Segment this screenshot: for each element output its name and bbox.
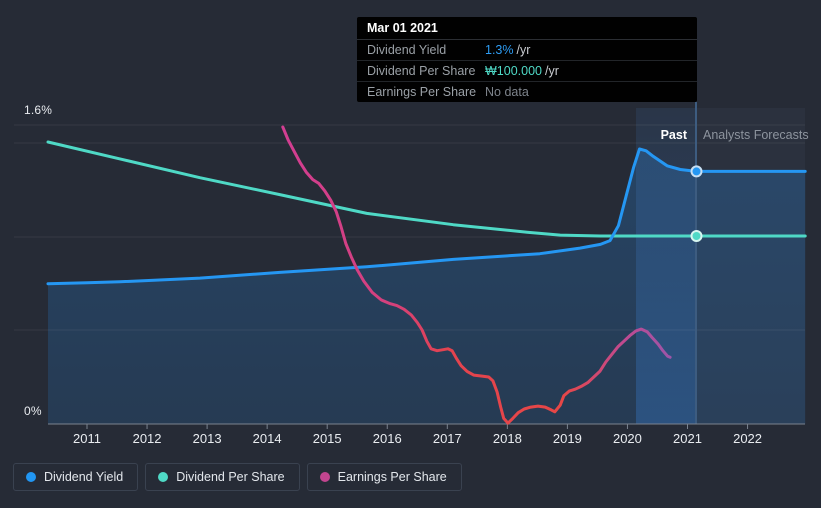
chart-tooltip: Mar 01 2021 Dividend Yield 1.3%/yr Dividen… — [357, 17, 697, 102]
tooltip-date: Mar 01 2021 — [357, 17, 697, 40]
x-axis-label-2011: 2011 — [73, 431, 101, 446]
dividend-per-share-line — [46, 140, 807, 238]
tooltip-row-value: No data — [485, 85, 529, 99]
earnings-per-share-line — [281, 125, 672, 425]
dividend-yield-line — [46, 147, 807, 286]
tooltip-row-unit: /yr — [516, 43, 531, 57]
legend-dot-icon — [319, 472, 330, 482]
legend-item-label: Earnings Per Share — [337, 470, 447, 484]
past-region-label: Past — [660, 128, 687, 142]
tooltip-row-label: Earnings Per Share — [367, 85, 477, 99]
legend-dot-icon — [158, 472, 169, 482]
tooltip-row-earnings-per-share: Earnings Per Share No data — [357, 82, 697, 102]
x-axis-label-2022: 2022 — [733, 431, 763, 446]
dividend-yield-area-fill — [48, 149, 806, 424]
chart-legend: Dividend Yield Dividend Per Share Earnings… — [13, 463, 462, 491]
legend-dot-icon — [26, 472, 36, 482]
tooltip-row-unit: /yr — [544, 64, 559, 78]
legend-item-earnings-per-share[interactable]: Earnings Per Share — [306, 463, 462, 491]
x-axis-label-2021: 2021 — [673, 431, 702, 446]
x-axis-label-2019: 2019 — [552, 431, 582, 446]
x-axis-label-2015: 2015 — [312, 431, 342, 446]
tooltip-row-dividend-yield: Dividend Yield 1.3%/yr — [357, 40, 697, 61]
y-axis-min-label: 0% — [24, 404, 42, 418]
x-axis-label-2013: 2013 — [192, 431, 222, 446]
legend-item-dividend-yield[interactable]: Dividend Yield — [13, 463, 139, 491]
dividend-per-share-marker-dot[interactable] — [690, 230, 703, 242]
tooltip-row-value: 1.3% — [485, 43, 514, 57]
tooltip-row-dividend-per-share: Dividend Per Share ₩100.000/yr — [357, 61, 697, 82]
tooltip-row-label: Dividend Yield — [367, 43, 447, 57]
tooltip-row-value: ₩100.000 — [485, 64, 542, 78]
y-axis-max-label: 1.6% — [24, 103, 53, 117]
tooltip-row-label: Dividend Per Share — [367, 64, 476, 78]
legend-item-label: Dividend Yield — [44, 470, 124, 484]
analysts-forecasts-region-label: Analysts Forecasts — [703, 128, 809, 142]
x-axis-label-2012: 2012 — [132, 431, 162, 446]
x-axis-label-2014: 2014 — [252, 431, 282, 446]
x-axis-label-2020: 2020 — [612, 431, 642, 446]
x-axis-label-2018: 2018 — [492, 431, 522, 446]
x-axis-label-2017: 2017 — [432, 431, 462, 446]
legend-item-dividend-per-share[interactable]: Dividend Per Share — [145, 463, 300, 491]
x-axis-ticks — [86, 424, 749, 429]
x-axis-label-2016: 2016 — [372, 431, 402, 446]
past-highlight-band — [636, 108, 696, 424]
dividend-yield-marker-dot[interactable] — [690, 165, 703, 178]
legend-item-label: Dividend Per Share — [176, 470, 285, 484]
